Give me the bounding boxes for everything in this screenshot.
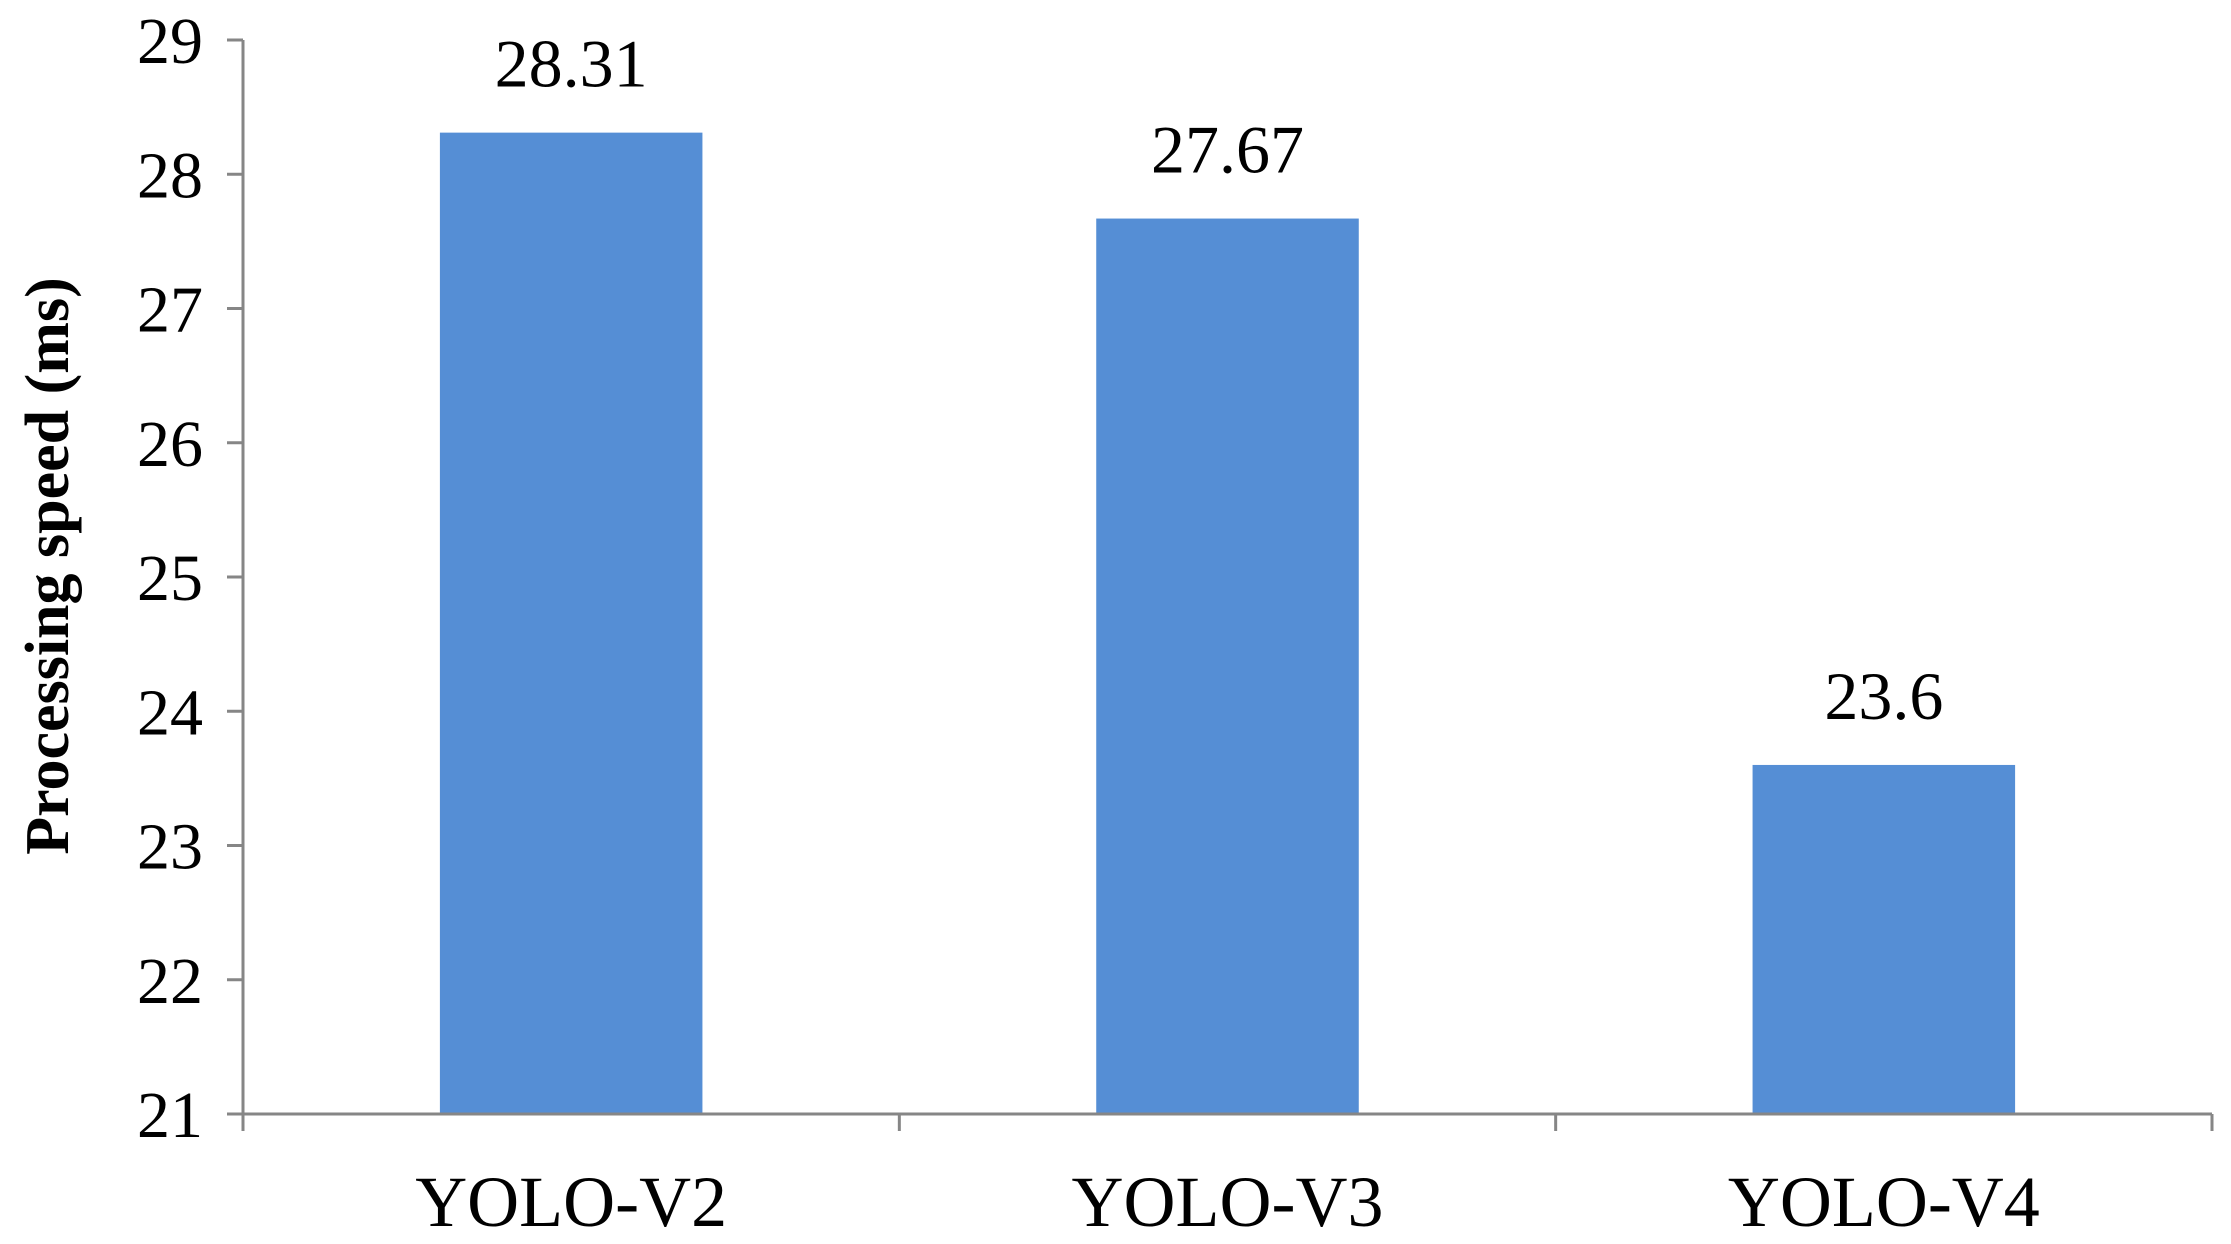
y-tick-label: 28 bbox=[137, 139, 203, 212]
x-category-label: YOLO-V3 bbox=[1072, 1162, 1384, 1242]
bars bbox=[439, 132, 2016, 1115]
x-axis-ticks: YOLO-V2 YOLO-V3 YOLO-V4 bbox=[241, 1114, 2214, 1242]
y-tick-label: 29 bbox=[137, 5, 203, 78]
bar-value-label: 28.31 bbox=[495, 26, 648, 102]
y-tick-label: 24 bbox=[137, 676, 203, 749]
y-axis-ticks: 21 22 23 24 25 26 27 28 29 bbox=[137, 5, 243, 1152]
bar bbox=[439, 132, 703, 1114]
y-tick-label: 27 bbox=[137, 274, 203, 347]
bar-value-label: 23.6 bbox=[1824, 658, 1943, 734]
y-tick-label: 25 bbox=[137, 542, 203, 615]
y-tick-label: 21 bbox=[137, 1079, 203, 1152]
data-labels: 28.31 27.67 23.6 bbox=[495, 26, 1944, 734]
y-tick-label: 22 bbox=[137, 945, 203, 1018]
y-tick-label: 26 bbox=[137, 408, 203, 481]
x-category-label: YOLO-V4 bbox=[1728, 1162, 2040, 1242]
bar bbox=[1096, 218, 1359, 1115]
y-axis-title: Processing speed (ms) bbox=[14, 277, 82, 854]
bar bbox=[1752, 764, 2016, 1114]
y-tick-label: 23 bbox=[137, 811, 203, 884]
bar-value-label: 27.67 bbox=[1151, 112, 1304, 188]
x-category-label: YOLO-V2 bbox=[415, 1162, 727, 1242]
